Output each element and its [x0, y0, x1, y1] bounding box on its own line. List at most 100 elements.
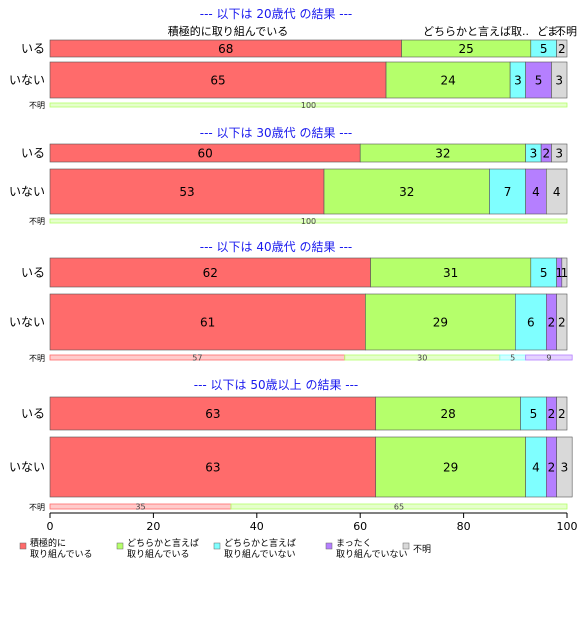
data-label: 2 [558, 42, 566, 56]
series-header-label: 不明 [555, 25, 577, 38]
legend-swatch [402, 542, 410, 550]
bar-segment [49, 257, 371, 288]
row-label: いない [9, 460, 45, 474]
data-label-unknown: 100 [301, 101, 316, 110]
row-label: いない [9, 73, 45, 87]
bar-segment [375, 436, 526, 498]
bar-segment [49, 396, 377, 431]
legend-label: 取り組んでいる [127, 548, 190, 560]
legend-label: 不明 [413, 544, 431, 555]
data-label: 4 [532, 461, 540, 475]
panel-title: --- 以下は 20歳代 の結果 --- [200, 7, 353, 21]
bar-segment [556, 396, 568, 431]
legend-swatch [325, 542, 333, 550]
data-label: 6 [527, 316, 535, 330]
x-axis: 0 20 40 60 80 100 [47, 512, 578, 533]
data-label: 3 [555, 147, 563, 161]
legend-label: まったく [336, 538, 372, 549]
data-label: 2 [542, 147, 550, 161]
panel-title: --- 以下は 50歳以上 の結果 --- [194, 378, 359, 392]
bar-segment [556, 39, 568, 58]
data-label: 63 [205, 461, 220, 475]
series-header-label: どちらかと言えば取.. [423, 25, 529, 38]
bar-segment [49, 168, 325, 215]
bar-segment [530, 257, 557, 288]
series-header-label: ど.. [537, 25, 555, 38]
bar-segment-unknown [525, 354, 573, 361]
data-label: 61 [200, 316, 215, 330]
data-label: 5 [535, 74, 543, 88]
bar-segment-unknown [230, 503, 568, 510]
row-label-unknown: 不明 [29, 217, 45, 226]
series-header-label: ま.. [547, 25, 565, 38]
data-label: 4 [553, 185, 561, 199]
data-label: 4 [532, 185, 540, 199]
bar-segment [489, 168, 526, 215]
row-label: いない [9, 185, 45, 199]
bar-segment [49, 436, 377, 498]
data-label: 32 [435, 147, 450, 161]
bar-segment [556, 293, 568, 351]
data-label-unknown: 35 [135, 503, 145, 512]
legend-swatch [116, 542, 124, 550]
data-label: 2 [558, 407, 566, 421]
legend-label: 取り組んでいない [336, 548, 408, 560]
bar-segment [365, 293, 516, 351]
data-label: 62 [203, 266, 218, 280]
x-tick-label: 20 [146, 520, 160, 533]
bar-segment [551, 61, 568, 99]
bar-segment [49, 293, 366, 351]
data-label: 53 [179, 185, 194, 199]
legend-label: どちらかと言えば [127, 537, 199, 549]
legend-label: 取り組んでいる [30, 548, 93, 560]
bar-segment [375, 396, 521, 431]
data-label: 1 [555, 266, 563, 280]
data-label-unknown: 30 [417, 354, 427, 363]
data-label: 32 [399, 185, 414, 199]
data-label: 5 [540, 266, 548, 280]
legend: 積極的に取り組んでいるどちらかと言えば取り組んでいるどちらかと言えば取り組んでい… [19, 537, 431, 560]
row-label: いる [21, 266, 45, 280]
data-label: 68 [218, 42, 233, 56]
row-label: いる [21, 42, 45, 56]
data-label: 2 [548, 316, 556, 330]
data-label: 29 [433, 316, 448, 330]
data-label: 2 [548, 407, 556, 421]
x-tick-label: 0 [47, 520, 54, 533]
bar-segment-unknown [49, 102, 568, 108]
data-label: 24 [440, 74, 455, 88]
data-label: 25 [459, 42, 474, 56]
bar-segment-unknown [49, 218, 568, 224]
data-label: 65 [210, 74, 225, 88]
row-label: いる [21, 146, 45, 160]
x-tick-label: 80 [457, 520, 471, 533]
data-label-unknown: 5 [510, 354, 515, 363]
bar-segment [561, 257, 568, 288]
legend-swatch [19, 542, 27, 550]
bar-segment [525, 61, 552, 99]
legend-swatch [213, 542, 221, 550]
series-header-label: 積極的に取り組んでいる [168, 24, 288, 38]
data-label: 5 [530, 407, 538, 421]
data-label: 3 [561, 461, 569, 475]
data-label: 2 [558, 316, 566, 330]
legend-label: 積極的に [30, 537, 66, 549]
row-label-unknown: 不明 [29, 503, 45, 512]
row-label-unknown: 不明 [29, 101, 45, 110]
x-tick-label: 100 [557, 520, 578, 533]
data-label: 7 [504, 185, 512, 199]
row-label-unknown: 不明 [29, 354, 45, 363]
data-label: 1 [561, 266, 569, 280]
bar-segment [514, 293, 547, 351]
bar-segment [556, 436, 573, 498]
data-label-unknown: 100 [301, 217, 316, 226]
panel-1: --- 以下は 20歳代 の結果 --- 積極的に取り組んでいる どちらかと言えば取… [9, 7, 577, 110]
data-label: 28 [440, 407, 455, 421]
bar-segment [520, 396, 547, 431]
x-tick-label: 40 [250, 520, 264, 533]
legend-label: 取り組んでいない [224, 548, 296, 560]
